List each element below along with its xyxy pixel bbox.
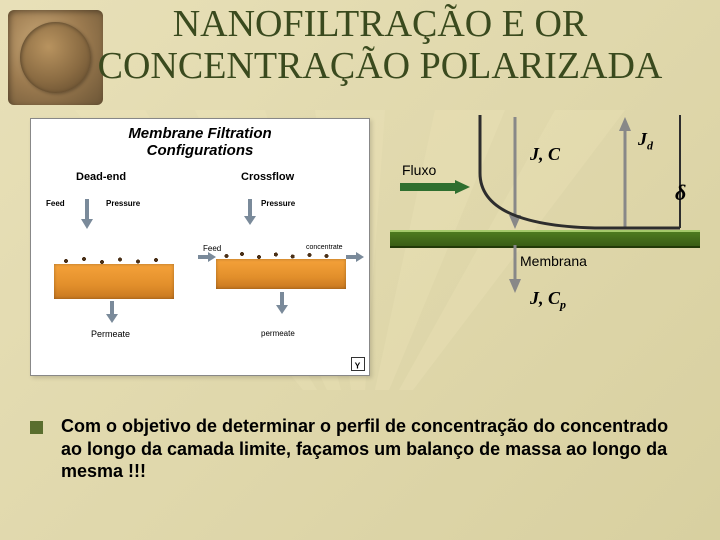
feed-arrow-right-icon: [198, 252, 216, 262]
deadend-label: Dead-end: [76, 171, 126, 183]
concentrate-label: concentrate: [306, 244, 343, 251]
deadend-panel: Feed Pressure Permeate: [51, 189, 181, 349]
bullet-square-icon: [30, 421, 43, 434]
svg-text:Y: Y: [355, 360, 361, 370]
bullet-text: Com o objetivo de determinar o perfil de…: [61, 415, 690, 483]
diagram-title-line2: Configurations: [147, 142, 254, 159]
membrane-bar: [390, 230, 700, 248]
profile-curve-icon: [475, 115, 690, 233]
fluxo-arrow-icon: [400, 180, 470, 194]
deadend-membrane: [54, 264, 174, 299]
slide-title: NANOFILTRAÇÃO E OR CONCENTRAÇÃO POLARIZA…: [50, 4, 710, 88]
feed-arrow-down-icon: [81, 199, 93, 229]
feed-label: Feed: [46, 199, 65, 208]
membrana-label: Membrana: [520, 253, 587, 269]
permeate-label: Permeate: [91, 329, 130, 339]
pressure-label-2: Pressure: [261, 199, 295, 208]
permeate-arrow-down-2-icon: [276, 292, 288, 314]
permeate-label-2: permeate: [261, 329, 295, 338]
permeate-arrow-down-icon: [106, 301, 118, 323]
diagram-title: Membrane Filtration Configurations: [31, 125, 369, 160]
diagram-title-line1: Membrane Filtration: [128, 125, 271, 142]
jcp-symbol: J, Cp: [530, 288, 566, 313]
bullet-block: Com o objetivo de determinar o perfil de…: [30, 415, 690, 483]
crossflow-label: Crossflow: [241, 171, 294, 183]
fluxo-label: Fluxo: [402, 162, 436, 178]
jcp-arrow-icon: [505, 245, 525, 293]
crossflow-membrane: [216, 259, 346, 289]
polarization-schematic: Fluxo J, C Jd δ Membrana J, Cp: [390, 125, 700, 295]
attribution-badge: Y: [351, 357, 365, 371]
concentrate-arrow-right-icon: [346, 252, 364, 262]
pressure-arrow-icon: [244, 199, 256, 225]
crossflow-panel: Pressure Feed concentrate permeate: [206, 189, 356, 349]
pressure-label: Pressure: [106, 199, 140, 208]
delta-symbol: δ: [675, 180, 686, 206]
membrane-config-diagram: Membrane Filtration Configurations Dead-…: [30, 118, 370, 376]
